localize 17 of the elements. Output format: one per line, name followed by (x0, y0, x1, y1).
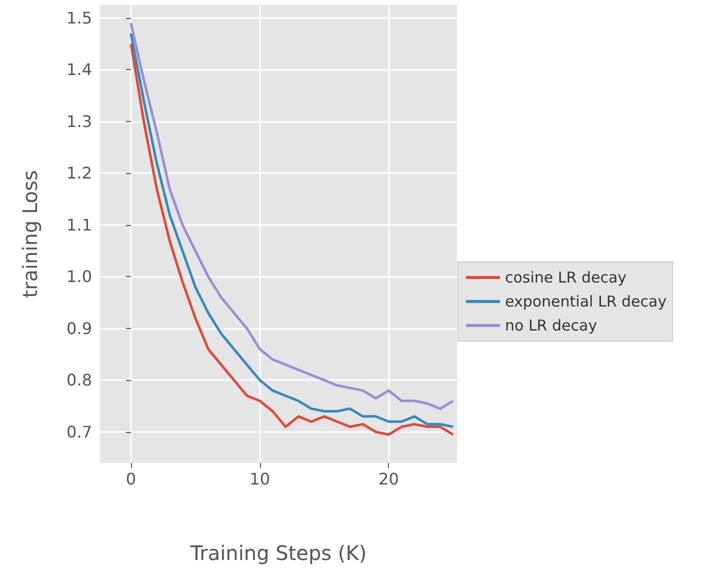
legend-label: no LR decay (505, 316, 598, 334)
y-tick-label: 0.9 (66, 318, 92, 338)
x-tick-label: 0 (126, 470, 136, 488)
x-axis-title: Training Steps (K) (189, 541, 367, 565)
y-axis-title: training Loss (18, 170, 42, 298)
y-tick-label: 1.5 (66, 8, 92, 28)
legend-label: exponential LR decay (505, 292, 667, 310)
y-tick-label: 0.7 (66, 422, 92, 442)
y-tick-label: 1.1 (66, 215, 92, 234)
y-tick-label: 0.8 (66, 370, 92, 390)
y-tick-label: 1.3 (66, 112, 92, 131)
y-tick-label: 1.4 (66, 60, 92, 80)
x-tick-label: 10 (250, 470, 270, 488)
x-tick-label: 20 (378, 470, 399, 488)
y-tick-label: 1.2 (66, 164, 92, 183)
y-tick-label: 1.0 (66, 267, 92, 286)
legend-label: cosine LR decay (505, 268, 627, 286)
